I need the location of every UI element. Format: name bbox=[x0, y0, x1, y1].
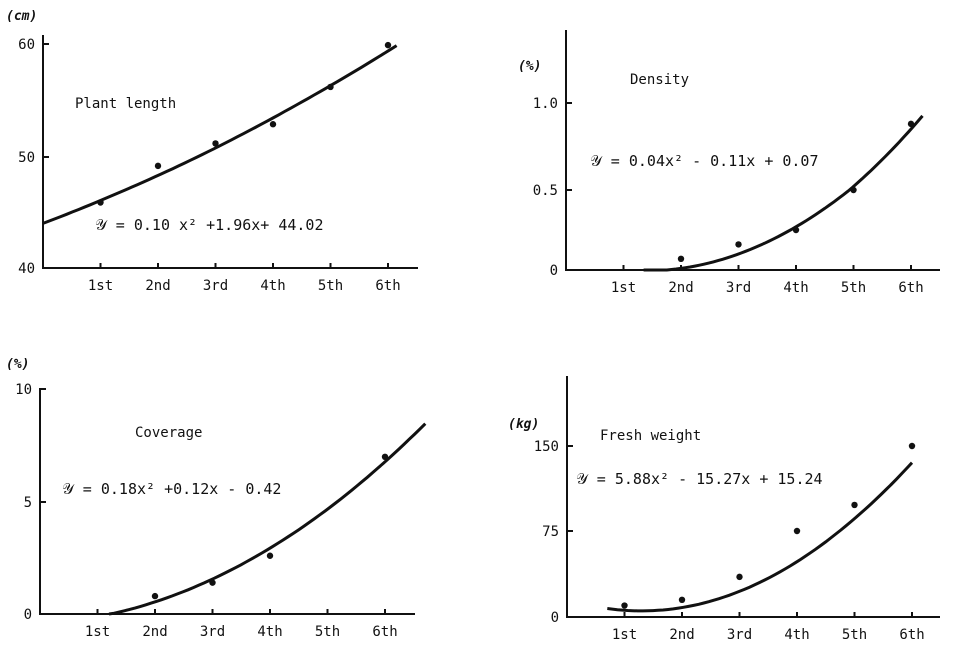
x-tick-label: 1st bbox=[611, 280, 636, 296]
y-tick-label: 150 bbox=[534, 439, 559, 455]
y-unit-label: (kg) bbox=[508, 417, 539, 432]
x-tick-label: 3rd bbox=[726, 280, 751, 296]
x-tick-label: 3rd bbox=[727, 627, 752, 643]
x-tick-label: 5th bbox=[841, 280, 866, 296]
y-tick-label: 0 bbox=[551, 610, 559, 626]
coverage-chart: (%) Coverage 𝒴 = 0.18x² +0.12x - 0.42 0 5… bbox=[6, 357, 427, 640]
chart-title: Density bbox=[630, 72, 689, 88]
x-tick-label: 4th bbox=[784, 627, 809, 643]
data-point bbox=[907, 120, 915, 128]
x-tick-label: 2nd bbox=[142, 624, 167, 640]
x-tick-label: 4th bbox=[257, 624, 282, 640]
x-tick-label: 3rd bbox=[203, 278, 228, 294]
regression-curve bbox=[643, 114, 924, 272]
regression-equation: 𝒴 = 0.18x² +0.12x - 0.42 bbox=[62, 480, 281, 498]
data-point bbox=[97, 199, 104, 206]
y-tick-label: 5 bbox=[24, 495, 32, 511]
data-point bbox=[269, 121, 277, 128]
y-unit-label: (%) bbox=[6, 357, 29, 372]
y-tick-label: 75 bbox=[542, 524, 559, 540]
data-point bbox=[151, 592, 159, 600]
x-tick-label: 5th bbox=[318, 278, 343, 294]
y-tick-label: 0 bbox=[24, 607, 32, 623]
x-tick-label: 6th bbox=[375, 278, 400, 294]
y-unit-label: (cm) bbox=[6, 9, 37, 24]
x-tick-label: 1st bbox=[85, 624, 110, 640]
y-tick-label: 10 bbox=[15, 382, 32, 398]
plant-length-chart: (cm) Plant length 𝒴 = 0.10 x² +1.96x+ 44… bbox=[6, 9, 418, 294]
data-point bbox=[154, 162, 162, 170]
y-tick-label: 0 bbox=[550, 263, 558, 279]
y-tick-label: 1.0 bbox=[533, 96, 558, 112]
x-tick-label: 4th bbox=[260, 278, 285, 294]
data-point bbox=[793, 527, 801, 535]
x-tick-label: 1st bbox=[612, 627, 637, 643]
x-tick-label: 6th bbox=[899, 627, 924, 643]
data-point bbox=[327, 83, 334, 91]
data-point bbox=[851, 501, 858, 509]
y-tick-label: 40 bbox=[18, 261, 35, 277]
data-point bbox=[621, 602, 628, 609]
regression-curve bbox=[108, 422, 427, 616]
regression-equation: 𝒴 = 0.10 x² +1.96x+ 44.02 bbox=[95, 216, 324, 234]
regression-equation: 𝒴 = 0.04x² - 0.11x + 0.07 bbox=[590, 152, 819, 170]
y-tick-label: 0.5 bbox=[533, 183, 558, 199]
data-point bbox=[736, 573, 743, 581]
y-tick-label: 50 bbox=[18, 150, 35, 166]
data-point bbox=[792, 226, 800, 234]
data-point bbox=[850, 186, 857, 194]
chart-title: Coverage bbox=[135, 425, 202, 441]
data-point bbox=[677, 255, 685, 262]
data-point bbox=[908, 442, 916, 450]
data-point bbox=[381, 453, 389, 460]
y-tick-label: 60 bbox=[18, 37, 35, 53]
x-tick-label: 3rd bbox=[200, 624, 225, 640]
data-point bbox=[209, 579, 216, 586]
regression-curve bbox=[42, 44, 398, 225]
data-point bbox=[384, 41, 392, 49]
y-unit-label: (%) bbox=[518, 59, 541, 74]
x-tick-label: 5th bbox=[842, 627, 867, 643]
regression-curve bbox=[607, 461, 914, 613]
x-tick-label: 6th bbox=[898, 280, 923, 296]
x-tick-label: 6th bbox=[372, 624, 397, 640]
density-chart: (%) Density 𝒴 = 0.04x² - 0.11x + 0.07 0 0… bbox=[518, 30, 940, 296]
x-tick-label: 2nd bbox=[668, 280, 693, 296]
chart-title: Plant length bbox=[75, 96, 176, 112]
x-tick-label: 2nd bbox=[145, 278, 170, 294]
data-point bbox=[212, 140, 219, 147]
x-tick-label: 4th bbox=[783, 280, 808, 296]
chart-title: Fresh weight bbox=[600, 428, 701, 444]
x-tick-label: 1st bbox=[88, 278, 113, 294]
regression-equation: 𝒴 = 5.88x² - 15.27x + 15.24 bbox=[576, 470, 823, 488]
data-point bbox=[735, 241, 742, 248]
x-tick-label: 5th bbox=[315, 624, 340, 640]
data-point bbox=[266, 552, 274, 559]
data-point bbox=[678, 596, 686, 603]
x-tick-label: 2nd bbox=[669, 627, 694, 643]
fresh-weight-chart: (kg) Fresh weight 𝒴 = 5.88x² - 15.27x + … bbox=[508, 376, 940, 643]
